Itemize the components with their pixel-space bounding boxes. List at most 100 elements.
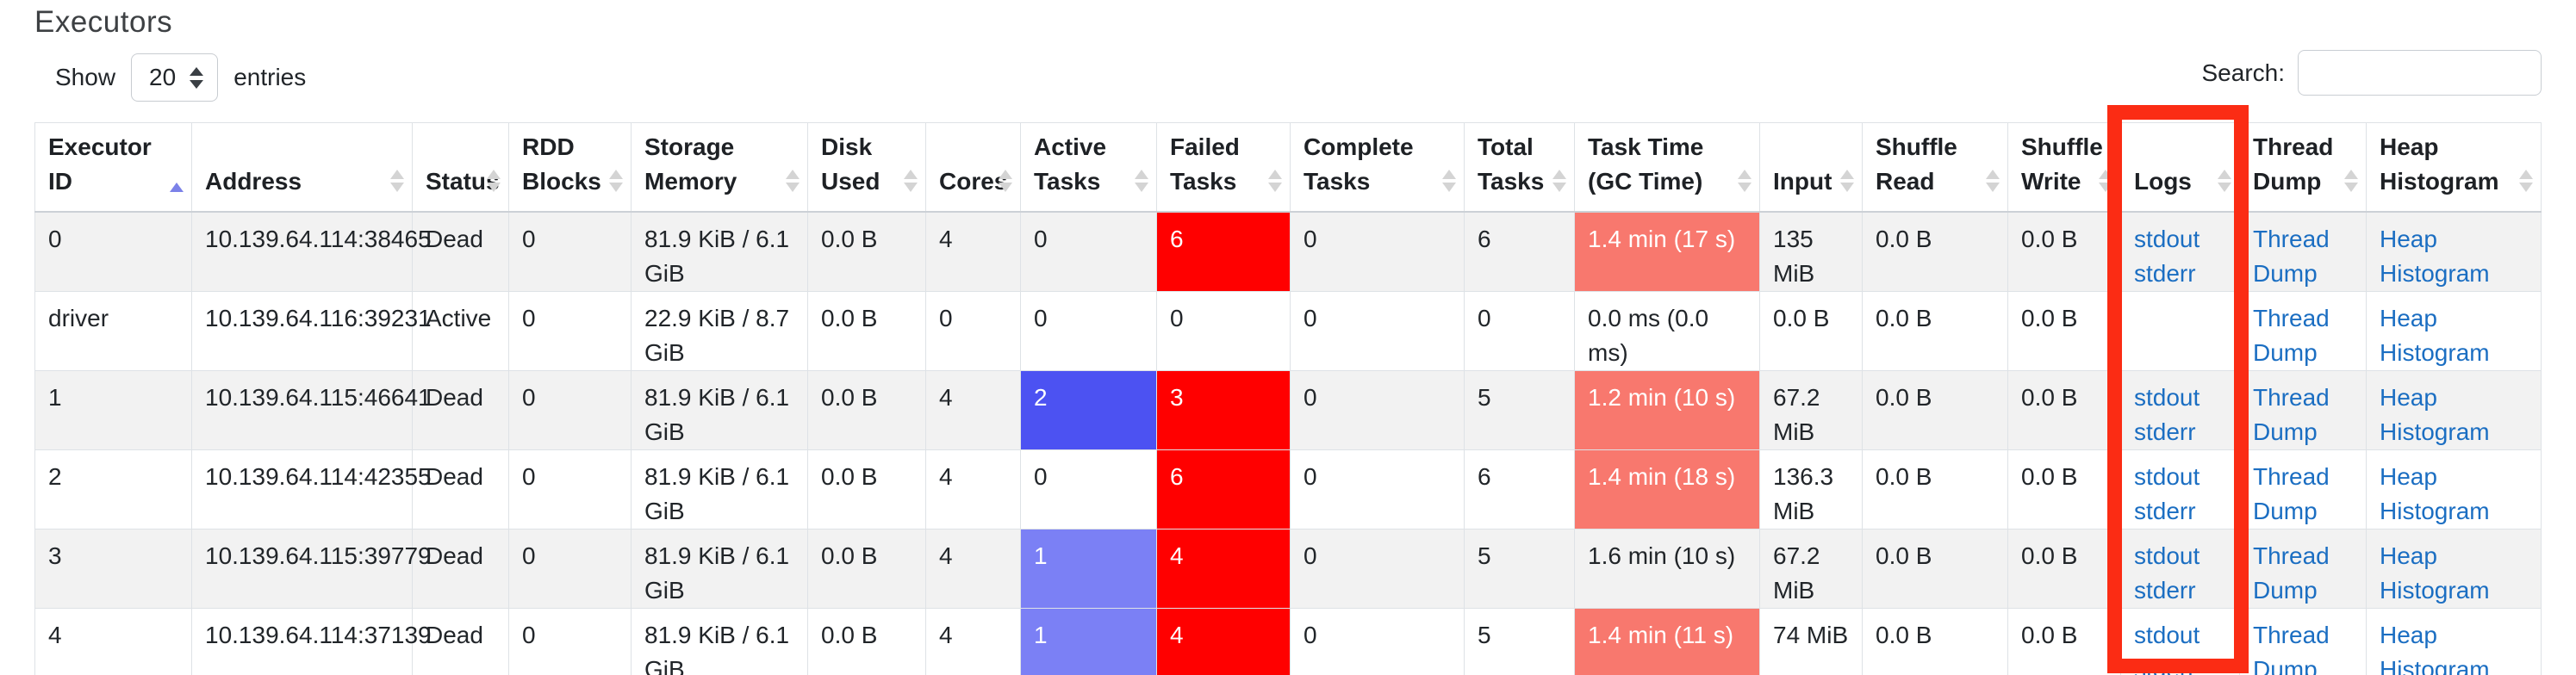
column-label: Shuffle Write <box>2021 133 2103 195</box>
table-row: 4 10.139.64.114:37139 Dead 0 81.9 KiB / 6.1 … <box>34 608 2542 675</box>
thread-dump-link[interactable]: Thread Dump <box>2253 226 2330 288</box>
cell-cores: 4 <box>925 211 1021 293</box>
heap-histogram-link[interactable]: Heap Histogram <box>2380 226 2490 288</box>
stderr-link[interactable]: stderr <box>2134 418 2196 446</box>
stderr-link[interactable]: stderr <box>2134 656 2196 675</box>
column-header-disk-used[interactable]: Disk Used <box>807 122 926 214</box>
cell-failed-tasks: 6 <box>1156 449 1291 530</box>
column-header-failed-tasks[interactable]: Failed Tasks <box>1156 122 1291 214</box>
cell-disk-used: 0.0 B <box>807 529 926 610</box>
page-size-value: 20 <box>149 64 177 90</box>
column-header-rdd-blocks[interactable]: RDD Blocks <box>508 122 632 214</box>
cell-rdd-blocks: 0 <box>508 370 632 451</box>
table-row: 2 10.139.64.114:42355 Dead 0 81.9 KiB / 6.1 … <box>34 449 2542 530</box>
cell-disk-used: 0.0 B <box>807 608 926 675</box>
sort-icon <box>1738 170 1752 193</box>
stdout-link[interactable]: stdout <box>2134 384 2200 412</box>
cell-executor-id: 3 <box>34 529 192 610</box>
sort-icon <box>1268 170 1282 193</box>
stdout-link[interactable]: stdout <box>2134 226 2200 253</box>
thread-dump-link[interactable]: Thread Dump <box>2253 384 2330 446</box>
column-header-cores[interactable]: Cores <box>925 122 1021 214</box>
cell-heap-histogram: Heap Histogram <box>2366 529 2542 610</box>
table-row: driver 10.139.64.116:39231 Active 0 22.9 KiB… <box>34 291 2542 372</box>
thread-dump-link[interactable]: Thread Dump <box>2253 542 2330 604</box>
column-label: Input <box>1773 168 1832 195</box>
table-header: Executor ID Address Status RDD Blocks Storag… <box>34 122 2542 214</box>
heap-histogram-link[interactable]: Heap Histogram <box>2380 622 2490 675</box>
cell-total-tasks: 5 <box>1464 608 1575 675</box>
cell-rdd-blocks: 0 <box>508 211 632 293</box>
search-input[interactable] <box>2298 50 2542 96</box>
column-label: Complete Tasks <box>1304 133 1414 195</box>
cell-logs: stdout stderr <box>2120 608 2240 675</box>
cell-thread-dump: Thread Dump <box>2239 291 2367 372</box>
heap-histogram-link[interactable]: Heap Histogram <box>2380 463 2490 525</box>
sort-icon <box>1135 170 1148 193</box>
column-header-status[interactable]: Status <box>412 122 509 214</box>
cell-shuffle-read: 0.0 B <box>1862 211 2008 293</box>
thread-dump-link[interactable]: Thread Dump <box>2253 305 2330 367</box>
cell-complete-tasks: 0 <box>1290 449 1465 530</box>
search-label: Search: <box>2201 59 2286 86</box>
show-label: Show <box>55 64 116 90</box>
cell-shuffle-write: 0.0 B <box>2007 529 2121 610</box>
cell-active-tasks: 2 <box>1020 370 1157 451</box>
cell-disk-used: 0.0 B <box>807 449 926 530</box>
stderr-link[interactable]: stderr <box>2134 260 2196 288</box>
column-header-input[interactable]: Input <box>1759 122 1863 214</box>
stderr-link[interactable]: stderr <box>2134 498 2196 525</box>
page-size-select[interactable]: 20 <box>131 53 219 102</box>
thread-dump-link[interactable]: Thread Dump <box>2253 463 2330 525</box>
cell-complete-tasks: 0 <box>1290 529 1465 610</box>
heap-histogram-link[interactable]: Heap Histogram <box>2380 384 2490 446</box>
cell-shuffle-read: 0.0 B <box>1862 449 2008 530</box>
cell-storage-memory: 81.9 KiB / 6.1 GiB <box>631 370 808 451</box>
sort-icon <box>2218 170 2231 193</box>
cell-input: 74 MiB <box>1759 608 1863 675</box>
thread-dump-link[interactable]: Thread Dump <box>2253 622 2330 675</box>
cell-logs: stdout stderr <box>2120 449 2240 530</box>
sort-icon <box>786 170 800 193</box>
cell-active-tasks: 1 <box>1020 529 1157 610</box>
column-header-task-time-gc-time[interactable]: Task Time (GC Time) <box>1574 122 1760 214</box>
column-header-active-tasks[interactable]: Active Tasks <box>1020 122 1157 214</box>
heap-histogram-link[interactable]: Heap Histogram <box>2380 542 2490 604</box>
heap-histogram-link[interactable]: Heap Histogram <box>2380 305 2490 367</box>
table-row: 0 10.139.64.114:38465 Dead 0 81.9 KiB / 6.1 … <box>34 211 2542 293</box>
cell-complete-tasks: 0 <box>1290 291 1465 372</box>
column-header-executor-id[interactable]: Executor ID <box>34 122 192 214</box>
cell-logs <box>2120 291 2240 372</box>
column-header-storage-memory[interactable]: Storage Memory <box>631 122 808 214</box>
search-control: Search: <box>2202 50 2542 96</box>
column-header-heap-histogram[interactable]: Heap Histogram <box>2366 122 2542 214</box>
sort-asc-icon <box>170 183 184 193</box>
cell-active-tasks: 0 <box>1020 211 1157 293</box>
stdout-link[interactable]: stdout <box>2134 463 2200 491</box>
column-header-shuffle-write[interactable]: Shuffle Write <box>2007 122 2121 214</box>
column-header-shuffle-read[interactable]: Shuffle Read <box>1862 122 2008 214</box>
cell-task-time-gc-time: 1.2 min (10 s) <box>1574 370 1760 451</box>
stderr-link[interactable]: stderr <box>2134 577 2196 604</box>
cell-input: 136.3 MiB <box>1759 449 1863 530</box>
cell-executor-id: driver <box>34 291 192 372</box>
cell-status: Active <box>412 291 509 372</box>
column-header-address[interactable]: Address <box>191 122 413 214</box>
column-header-logs[interactable]: Logs <box>2120 122 2240 214</box>
column-header-total-tasks[interactable]: Total Tasks <box>1464 122 1575 214</box>
cell-storage-memory: 81.9 KiB / 6.1 GiB <box>631 211 808 293</box>
cell-input: 67.2 MiB <box>1759 370 1863 451</box>
column-label: Executor ID <box>48 133 152 195</box>
cell-thread-dump: Thread Dump <box>2239 529 2367 610</box>
cell-task-time-gc-time: 0.0 ms (0.0 ms) <box>1574 291 1760 372</box>
cell-shuffle-write: 0.0 B <box>2007 291 2121 372</box>
column-header-thread-dump[interactable]: Thread Dump <box>2239 122 2367 214</box>
cell-shuffle-write: 0.0 B <box>2007 608 2121 675</box>
column-header-complete-tasks[interactable]: Complete Tasks <box>1290 122 1465 214</box>
stdout-link[interactable]: stdout <box>2134 542 2200 570</box>
stdout-link[interactable]: stdout <box>2134 622 2200 649</box>
column-label: Heap Histogram <box>2380 133 2499 195</box>
cell-task-time-gc-time: 1.4 min (11 s) <box>1574 608 1760 675</box>
cell-disk-used: 0.0 B <box>807 370 926 451</box>
cell-rdd-blocks: 0 <box>508 608 632 675</box>
